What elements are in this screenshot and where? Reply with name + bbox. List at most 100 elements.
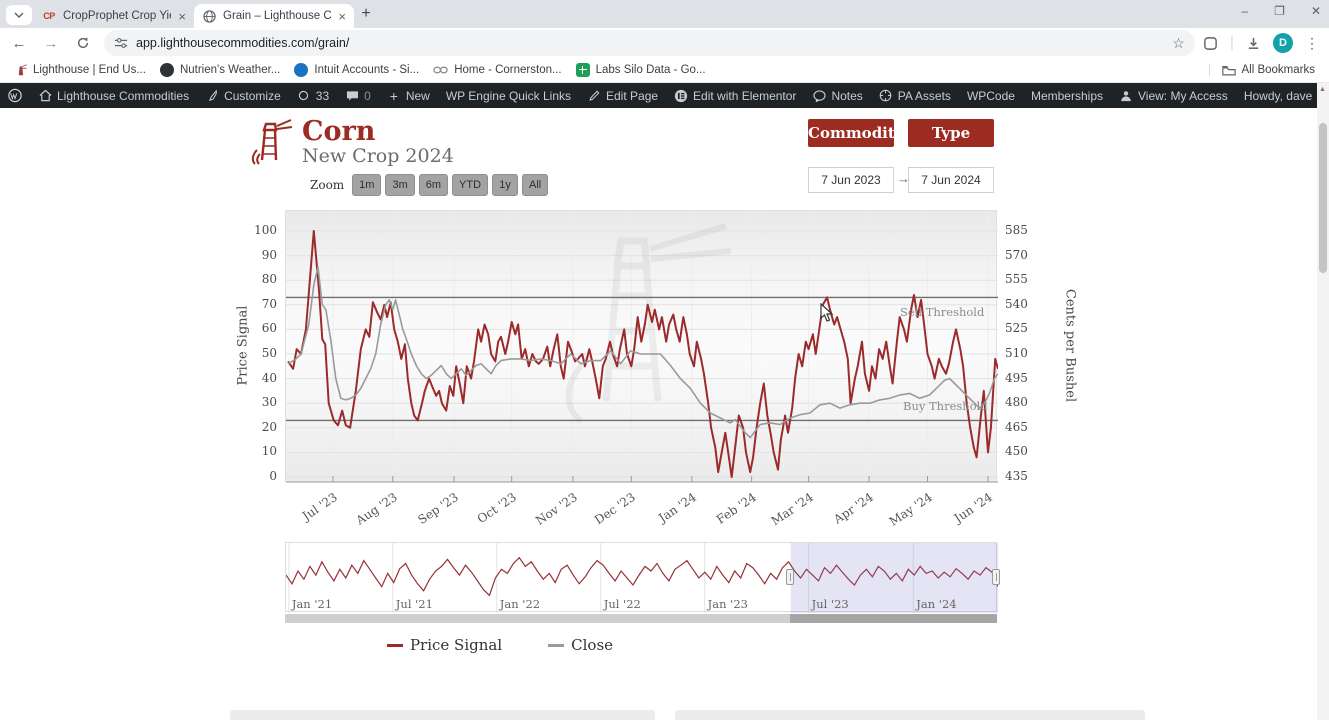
view-access-menu[interactable]: View: My Access (1111, 89, 1236, 103)
bookmark-star-icon[interactable]: ☆ (1172, 34, 1185, 51)
restore-button[interactable]: ❐ (1274, 4, 1285, 18)
bookmarks-bar: Lighthouse | End Us... Nutrien's Weather… (0, 58, 1329, 83)
date-to-input[interactable]: 7 Jun 2024 (908, 167, 994, 193)
admin-bar-right: View: My Access Howdy, dave (1111, 87, 1329, 104)
bookmark-intuit[interactable]: Intuit Accounts - Si... (294, 63, 419, 77)
view-access-label: View: My Access (1138, 88, 1228, 103)
right-tick-label: 540 (1005, 296, 1028, 311)
howdy-menu[interactable]: Howdy, dave (1236, 87, 1329, 104)
zoom-all-button[interactable]: All (522, 174, 549, 196)
brush-icon (205, 89, 219, 103)
address-bar[interactable]: app.lighthousecommodities.com/grain/ ☆ (104, 30, 1195, 56)
legend-close[interactable]: Close (548, 636, 613, 654)
page-title: Corn (302, 116, 376, 147)
right-tick-label: 495 (1005, 370, 1028, 385)
tab-close-icon[interactable]: × (338, 8, 346, 24)
zoom-1m-button[interactable]: 1m (352, 174, 382, 196)
memberships-menu[interactable]: Memberships (1023, 83, 1111, 108)
new-menu[interactable]: + New (379, 83, 438, 108)
right-axis-title: Cents per Bushel (1062, 288, 1078, 403)
edit-page-menu[interactable]: Edit Page (579, 83, 666, 108)
tab-cropprophet[interactable]: CP CropProphet Crop Yield Foreca × (34, 4, 194, 28)
forward-button[interactable]: → (43, 34, 59, 52)
left-tick-label: 60 (261, 321, 277, 336)
close-swatch (548, 643, 565, 647)
back-button[interactable]: ← (11, 34, 27, 52)
left-tick-label: 80 (261, 272, 277, 287)
right-tick-label: 555 (1005, 272, 1028, 287)
buy-threshold-label: Buy Threshold (903, 399, 988, 413)
reload-button[interactable] (70, 30, 96, 56)
bottom-right-panel (675, 710, 1145, 720)
tab-close-icon[interactable]: × (178, 8, 186, 24)
extensions-icon[interactable] (1203, 36, 1218, 51)
navigator-scrollbar[interactable] (285, 614, 997, 623)
elementor-menu[interactable]: Edit with Elementor (666, 83, 804, 108)
site-menu[interactable]: Lighthouse Commodities (30, 83, 197, 108)
updates-count: 33 (315, 88, 330, 103)
zoom-1y-button[interactable]: 1y (492, 174, 519, 196)
customize-menu[interactable]: Customize (197, 83, 289, 108)
url-text[interactable]: app.lighthousecommodities.com/grain/ (136, 36, 350, 50)
navigator-right-handle[interactable] (992, 569, 1000, 585)
globe-favicon-icon (202, 9, 216, 23)
page-scrollbar[interactable]: ▲ (1317, 83, 1329, 720)
right-tick-label: 480 (1005, 395, 1028, 410)
plus-icon: + (389, 87, 398, 104)
chevron-down-icon (14, 12, 24, 18)
left-tick-label: 70 (261, 296, 277, 311)
bookmark-lighthouse[interactable]: Lighthouse | End Us... (14, 63, 146, 77)
wp-logo-menu[interactable] (0, 83, 30, 108)
folder-icon (1221, 65, 1236, 75)
new-label: New (405, 88, 430, 103)
wpcode-menu[interactable]: WPCode (959, 83, 1023, 108)
bookmark-label: Home - Cornerston... (454, 64, 562, 76)
updates-menu[interactable]: 33 (289, 83, 337, 108)
x-tick-label: Jul '23 (299, 490, 340, 524)
notes-menu[interactable]: Notes (804, 83, 870, 108)
minimize-button[interactable]: – (1241, 4, 1249, 18)
profile-avatar[interactable]: D (1273, 33, 1293, 53)
navigator-svg (286, 543, 998, 613)
wp-admin-bar: Lighthouse Commodities Customize 33 0 + … (0, 83, 1329, 108)
x-tick-label: Mar '24 (768, 490, 816, 529)
left-tick-label: 50 (261, 346, 277, 360)
commodity-button[interactable]: Commodity (808, 119, 904, 147)
page-scrollbar-thumb[interactable] (1319, 123, 1327, 273)
type-button[interactable]: Type (908, 119, 994, 147)
x-tick-label: May '24 (886, 490, 935, 529)
legend-price-signal[interactable]: Price Signal (386, 636, 502, 654)
bookmark-nutrien[interactable]: Nutrien's Weather... (159, 63, 280, 77)
navigator-left-handle[interactable] (785, 569, 794, 585)
zoom-3m-button[interactable]: 3m (385, 174, 415, 196)
x-tick-label: Oct '23 (474, 490, 519, 527)
date-range-arrow-icon: → (897, 171, 910, 186)
nutrien-bookmark-icon (159, 63, 174, 77)
pa-assets-menu[interactable]: PA Assets (871, 83, 959, 108)
range-navigator[interactable] (285, 542, 998, 613)
navigator-scrollbar-thumb[interactable] (789, 614, 997, 623)
navigator-label: Jul '21 (395, 597, 433, 611)
bookmark-cornerstone[interactable]: Home - Cornerston... (433, 64, 562, 76)
tab-search-button[interactable] (6, 5, 32, 25)
site-settings-icon[interactable] (114, 37, 128, 49)
wp-engine-label: WP Engine Quick Links (445, 88, 571, 103)
tab-grain-active[interactable]: Grain – Lighthouse Commoditi × (194, 4, 354, 28)
zoom-6m-button[interactable]: 6m (418, 174, 449, 196)
scroll-up-arrow-icon[interactable]: ▲ (1319, 86, 1326, 93)
download-icon[interactable] (1246, 36, 1261, 51)
bookmark-labs-silo[interactable]: Labs Silo Data - Go... (575, 63, 706, 77)
reload-icon (77, 37, 89, 49)
comments-menu[interactable]: 0 (337, 83, 379, 108)
main-chart-plot[interactable] (285, 210, 998, 483)
left-tick-label: 20 (261, 419, 277, 434)
date-from-input[interactable]: 7 Jun 2023 (808, 167, 894, 193)
customize-label: Customize (224, 88, 281, 103)
zoom-ytd-button[interactable]: YTD (452, 174, 489, 196)
all-bookmarks-button[interactable]: All Bookmarks (1208, 64, 1315, 76)
wp-engine-menu[interactable]: WP Engine Quick Links (438, 83, 579, 108)
new-tab-button[interactable]: + (361, 5, 371, 22)
close-window-button[interactable]: ✕ (1310, 4, 1321, 18)
menu-dots-icon[interactable]: ⋮ (1305, 34, 1319, 51)
